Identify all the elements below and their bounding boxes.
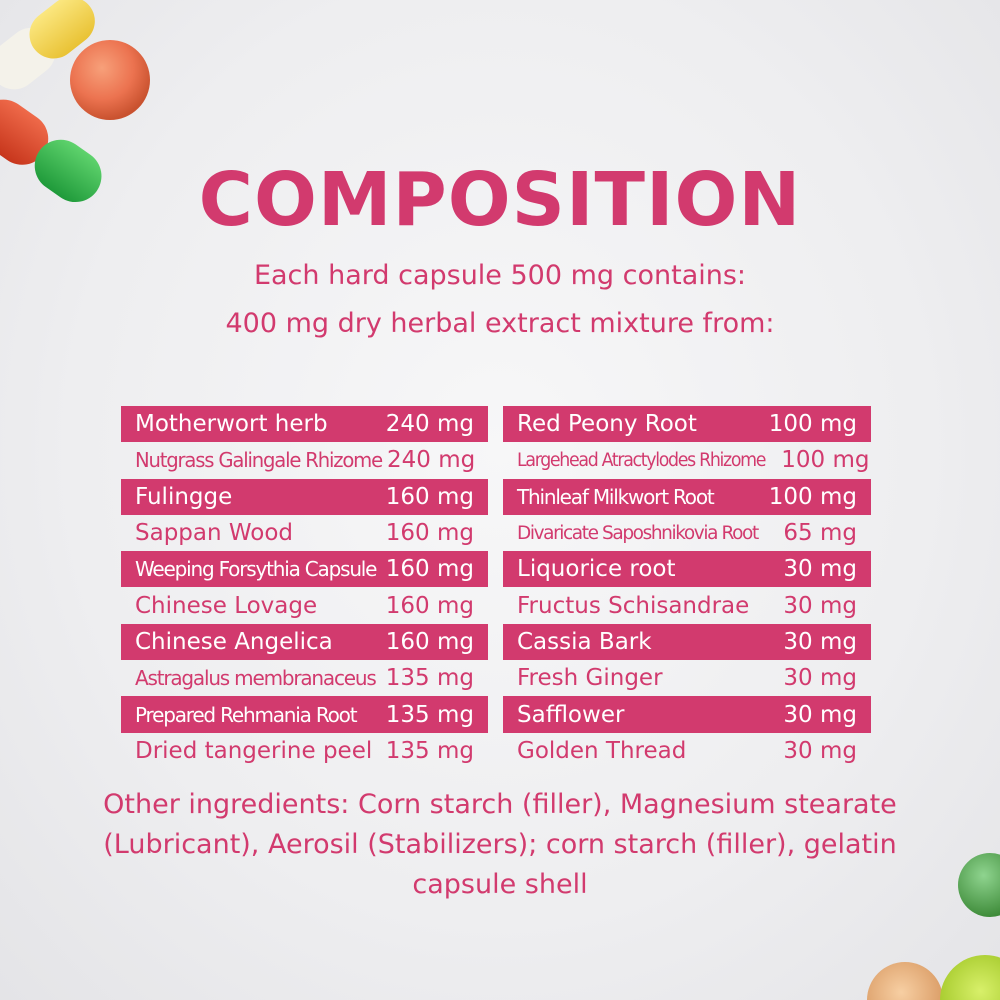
ingredient-name: Weeping Forsythia Capsule: [135, 557, 377, 582]
ingredient-row: Sappan Wood 160 mg: [121, 515, 488, 551]
ingredient-amount: 30 mg: [783, 737, 857, 764]
ingredient-name: Largehead Atractylodes Rhizome: [517, 449, 766, 471]
ingredient-name: Golden Thread: [517, 737, 687, 764]
ingredient-amount: 100 mg: [768, 483, 857, 510]
ingredient-name: Divaricate Saposhnikovia Root: [517, 522, 759, 544]
ingredient-name: Nutgrass Galingale Rhizome: [135, 448, 383, 473]
ingredient-amount: 30 mg: [783, 701, 857, 728]
ingredient-name: Chinese Angelica: [135, 628, 333, 655]
subtitle-extract-mixture: 400 mg dry herbal extract mixture from:: [225, 308, 775, 339]
ingredient-name: Fresh Ginger: [517, 665, 663, 692]
ingredient-name: Liquorice root: [517, 556, 676, 583]
ingredient-name: Cassia Bark: [517, 628, 652, 655]
ingredient-row: Prepared Rehmania Root 135 mg: [121, 696, 488, 733]
ingredient-row: Thinleaf Milkwort Root 100 mg: [503, 478, 871, 515]
ingredient-name: Motherwort herb: [135, 411, 328, 438]
ingredient-name: Fulingge: [135, 483, 233, 510]
ingredient-amount: 135 mg: [385, 701, 474, 728]
ingredient-name: Astragalus membranaceus: [135, 666, 377, 691]
ingredient-amount: 30 mg: [783, 628, 857, 655]
ingredient-amount: 135 mg: [385, 737, 474, 764]
ingredient-row: Golden Thread 30 mg: [503, 733, 871, 769]
ingredient-amount: 240 mg: [387, 447, 476, 474]
ingredient-name: Thinleaf Milkwort Root: [517, 484, 715, 509]
ingredient-row: Divaricate Saposhnikovia Root 65 mg: [503, 515, 871, 551]
page-title: COMPOSITION: [198, 157, 802, 243]
ingredients-right-column: Red Peony Root 100 mg Largehead Atractylod…: [503, 406, 871, 769]
ingredient-name: Sappan Wood: [135, 520, 294, 547]
ingredient-row: Motherwort herb 240 mg: [121, 406, 488, 443]
ingredient-amount: 160 mg: [385, 520, 474, 547]
ingredient-row: Largehead Atractylodes Rhizome 100 mg: [503, 442, 871, 478]
ingredients-left-column: Motherwort herb 240 mg Nutgrass Galingale …: [121, 406, 488, 769]
ingredient-row: Chinese Lovage 160 mg: [121, 587, 488, 623]
ingredient-name: Prepared Rehmania Root: [135, 702, 358, 727]
other-ingredients-text: Other ingredients: Corn starch (filler),…: [103, 789, 897, 900]
ingredient-name: Red Peony Root: [517, 411, 697, 438]
ingredient-amount: 30 mg: [783, 556, 857, 583]
subtitle-capsule-contents: Each hard capsule 500 mg contains:: [253, 260, 747, 291]
ingredient-amount: 160 mg: [385, 556, 474, 583]
ingredient-name: Dried tangerine peel: [135, 737, 373, 764]
ingredient-amount: 160 mg: [385, 592, 474, 619]
ingredient-row: Fructus Schisandrae 30 mg: [503, 587, 871, 623]
ingredient-amount: 160 mg: [385, 483, 474, 510]
ingredient-amount: 240 mg: [385, 411, 474, 438]
ingredient-amount: 65 mg: [783, 520, 857, 547]
ingredient-row: Fresh Ginger 30 mg: [503, 660, 871, 696]
ingredient-row: Chinese Angelica 160 mg: [121, 623, 488, 661]
ingredient-row: Astragalus membranaceus 135 mg: [121, 660, 488, 696]
ingredient-name: Fructus Schisandrae: [517, 592, 750, 619]
ingredient-row: Nutgrass Galingale Rhizome 240 mg: [121, 442, 488, 478]
ingredient-row: Cassia Bark 30 mg: [503, 623, 871, 661]
ingredient-amount: 100 mg: [781, 447, 870, 474]
ingredient-amount: 30 mg: [783, 665, 857, 692]
ingredient-row: Red Peony Root 100 mg: [503, 406, 871, 443]
ingredient-row: Weeping Forsythia Capsule 160 mg: [121, 551, 488, 588]
ingredient-name: Chinese Lovage: [135, 592, 318, 619]
ingredient-amount: 30 mg: [783, 592, 857, 619]
ingredient-row: Liquorice root 30 mg: [503, 551, 871, 588]
ingredient-row: Dried tangerine peel 135 mg: [121, 733, 488, 769]
ingredient-amount: 135 mg: [385, 665, 474, 692]
ingredient-amount: 100 mg: [768, 411, 857, 438]
ingredient-row: Fulingge 160 mg: [121, 478, 488, 515]
ingredient-name: Safflower: [517, 701, 625, 728]
ingredient-row: Safflower 30 mg: [503, 696, 871, 733]
ingredient-amount: 160 mg: [385, 628, 474, 655]
